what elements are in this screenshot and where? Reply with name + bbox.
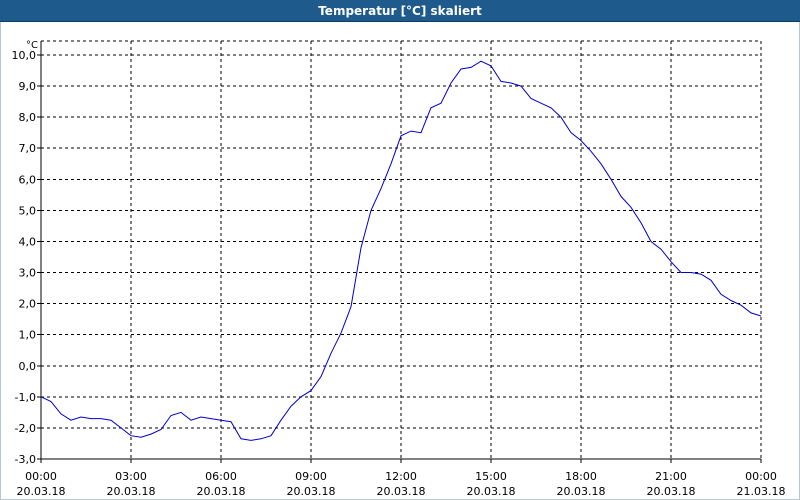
x-tick-date: 20.03.18	[107, 485, 156, 498]
x-tick-time: 21:00	[655, 470, 687, 483]
y-axis-unit: °C	[26, 40, 38, 51]
x-tick-time: 18:00	[565, 470, 597, 483]
x-tick-time: 15:00	[475, 470, 507, 483]
x-tick-date: 21.03.18	[737, 485, 786, 498]
y-tick-label: 1,0	[19, 329, 37, 342]
x-tick-date: 20.03.18	[647, 485, 696, 498]
x-tick-time: 06:00	[205, 470, 237, 483]
x-tick-date: 20.03.18	[17, 485, 66, 498]
y-tick-label: 3,0	[19, 267, 37, 280]
x-tick-time: 03:00	[115, 470, 147, 483]
x-tick-time: 12:00	[385, 470, 417, 483]
chart-title-bar: Temperatur [°C] skaliert	[0, 0, 800, 22]
y-tick-label: 0,0	[19, 360, 37, 373]
x-tick-time: 09:00	[295, 470, 327, 483]
y-tick-label: 2,0	[19, 298, 37, 311]
x-tick-date: 20.03.18	[377, 485, 426, 498]
x-tick-date: 20.03.18	[197, 485, 246, 498]
y-tick-label: -3,0	[15, 453, 36, 466]
x-tick-date: 20.03.18	[467, 485, 516, 498]
y-tick-label: 8,0	[19, 111, 37, 124]
y-tick-label: 6,0	[19, 173, 37, 186]
x-tick-date: 20.03.18	[557, 485, 606, 498]
y-tick-label: 4,0	[19, 235, 37, 248]
y-tick-label: -2,0	[15, 422, 36, 435]
x-tick-time: 00:00	[25, 470, 57, 483]
y-tick-label: 5,0	[19, 204, 37, 217]
y-tick-label: 9,0	[19, 80, 37, 93]
axes-layer: -3,0 -2,0 -1,0 0,0 1,0 2,0 3,0 4,0 5,0 6,0 7,0 8,0 9…	[12, 40, 786, 498]
temperature-series-line	[40, 60, 762, 441]
grid-lines	[41, 41, 761, 459]
chart-title: Temperatur [°C] skaliert	[318, 3, 482, 18]
series-layer	[40, 60, 762, 441]
y-tick-label: -1,0	[15, 391, 36, 404]
y-tick-label: 10,0	[12, 49, 37, 62]
x-tick-time: 00:00	[745, 470, 777, 483]
x-tick-date: 20.03.18	[287, 485, 336, 498]
y-tick-label: 7,0	[19, 142, 37, 155]
